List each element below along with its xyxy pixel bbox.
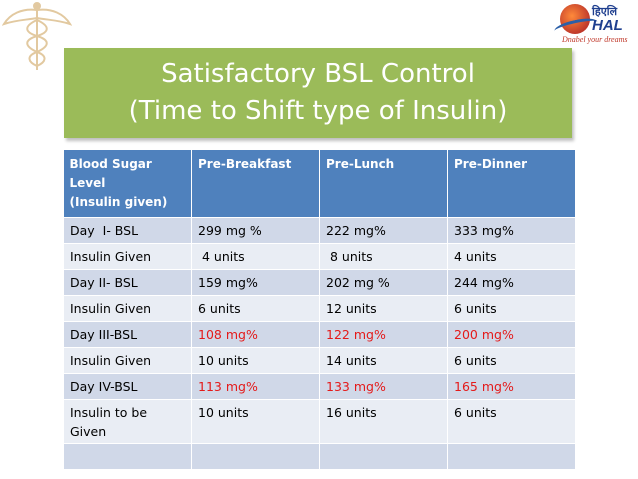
header-pre-lunch: Pre-Lunch <box>319 150 448 218</box>
row-label-cell: Insulin Given <box>63 347 192 374</box>
value-cell: 12 units <box>319 295 448 322</box>
value-cell: 222 mg% <box>319 217 448 244</box>
hal-logo: हिएलि HAL Dnabel your dreams <box>552 2 636 46</box>
row-label-cell: Insulin Given <box>63 295 192 322</box>
row-label-cell <box>63 443 192 470</box>
value-cell: 8 units <box>319 243 448 270</box>
value-cell <box>447 443 576 470</box>
header-line: Blood Sugar <box>69 157 152 171</box>
value-cell: 133 mg% <box>319 373 448 400</box>
value-cell <box>319 443 448 470</box>
value-cell: 6 units <box>447 399 576 444</box>
header-line: (Insulin given) <box>69 195 168 209</box>
table-row: Day I- BSL 299 mg % 222 mg% 333 mg% <box>63 217 576 244</box>
row-label-cell: Day I- BSL <box>63 217 192 244</box>
table-row: Insulin Given 4 units 8 units 4 units <box>63 243 576 270</box>
value-cell: 14 units <box>319 347 448 374</box>
bsl-table: Blood Sugar Level (Insulin given) Pre-Br… <box>63 150 576 470</box>
slide-title: Satisfactory BSL Control (Time to Shift … <box>64 48 572 138</box>
value-cell: 10 units <box>191 347 320 374</box>
value-cell: 159 mg% <box>191 269 320 296</box>
title-line-1: Satisfactory BSL Control <box>161 59 475 89</box>
header-pre-dinner: Pre-Dinner <box>447 150 576 218</box>
table-row: Day II- BSL 159 mg% 202 mg % 244 mg% <box>63 269 576 296</box>
table-row: Insulin to be Given 10 units 16 units 6 uni… <box>63 399 576 444</box>
value-cell <box>191 443 320 470</box>
table-header-row: Blood Sugar Level (Insulin given) Pre-Br… <box>63 150 576 218</box>
value-cell: 333 mg% <box>447 217 576 244</box>
globe-icon <box>560 4 590 34</box>
value-cell: 4 units <box>447 243 576 270</box>
table-row: Day IV-BSL 113 mg% 133 mg% 165 mg% <box>63 373 576 400</box>
value-cell: 122 mg% <box>319 321 448 348</box>
value-cell: 6 units <box>447 295 576 322</box>
value-cell: 165 mg% <box>447 373 576 400</box>
value-cell: 16 units <box>319 399 448 444</box>
value-cell: 6 units <box>191 295 320 322</box>
value-cell: 10 units <box>191 399 320 444</box>
value-cell: 299 mg % <box>191 217 320 244</box>
table-row: Insulin Given 10 units 14 units 6 units <box>63 347 576 374</box>
row-label-cell: Insulin Given <box>63 243 192 270</box>
caduceus-icon <box>2 2 72 70</box>
value-cell: 202 mg % <box>319 269 448 296</box>
value-cell: 108 mg% <box>191 321 320 348</box>
row-label-cell: Day II- BSL <box>63 269 192 296</box>
table-row: Day III-BSL 108 mg% 122 mg% 200 mg% <box>63 321 576 348</box>
logo-tagline: Dnabel your dreams <box>562 35 628 44</box>
value-cell: 6 units <box>447 347 576 374</box>
logo-hindi-text: हिएलि <box>592 5 618 18</box>
logo-name: HAL <box>592 17 623 34</box>
value-cell: 113 mg% <box>191 373 320 400</box>
table-row <box>63 443 576 470</box>
header-line: Level <box>69 176 106 190</box>
value-cell: 4 units <box>191 243 320 270</box>
row-label-cell: Day III-BSL <box>63 321 192 348</box>
table-row: Insulin Given 6 units 12 units 6 units <box>63 295 576 322</box>
title-line-2: (Time to Shift type of Insulin) <box>128 96 508 126</box>
row-label-cell: Day IV-BSL <box>63 373 192 400</box>
header-pre-breakfast: Pre-Breakfast <box>191 150 320 218</box>
value-cell: 244 mg% <box>447 269 576 296</box>
value-cell: 200 mg% <box>447 321 576 348</box>
row-label-cell: Insulin to be Given <box>63 399 192 444</box>
header-blood-sugar-level: Blood Sugar Level (Insulin given) <box>63 150 192 218</box>
